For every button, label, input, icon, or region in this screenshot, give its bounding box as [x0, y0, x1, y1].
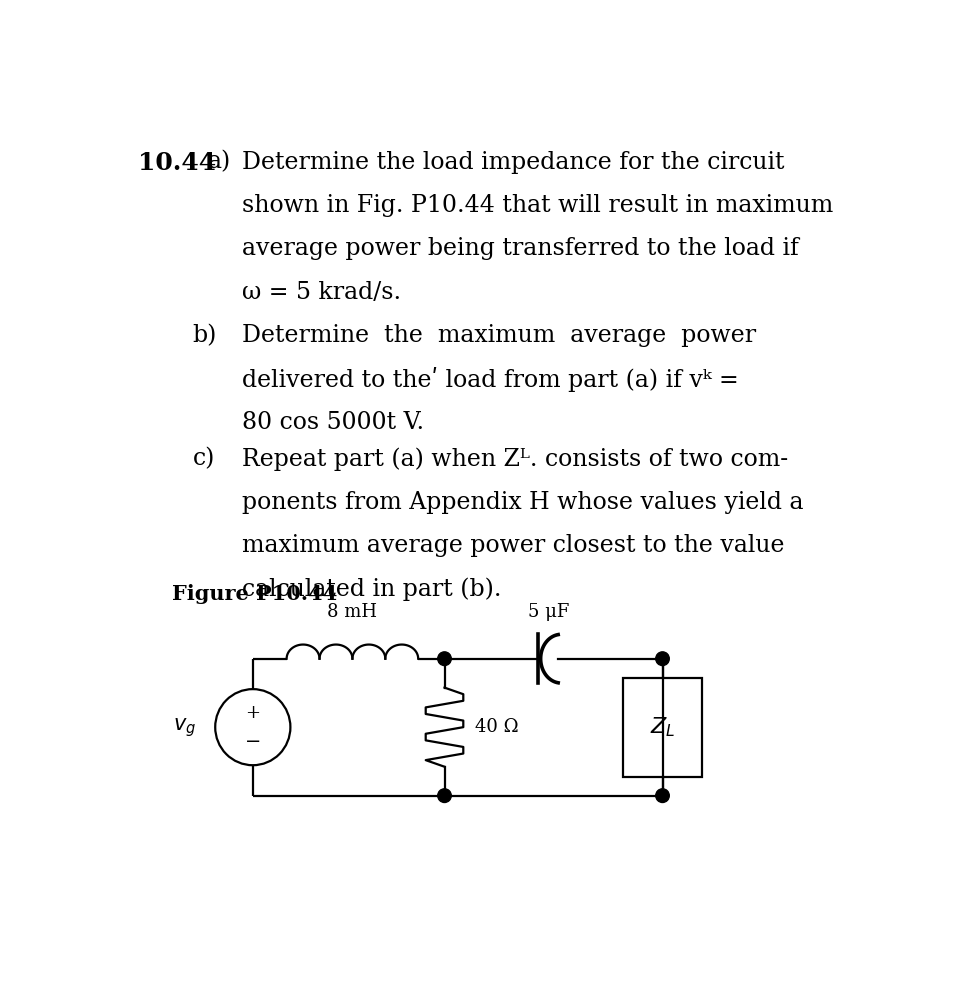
Text: Figure P10.44: Figure P10.44 [172, 584, 337, 604]
Circle shape [437, 788, 451, 802]
Text: 5 μF: 5 μF [527, 603, 569, 620]
Text: $v_g$: $v_g$ [173, 715, 196, 739]
Text: 8 mH: 8 mH [328, 604, 377, 621]
Text: 80 cos 5000t V.: 80 cos 5000t V. [241, 411, 423, 434]
Text: c): c) [193, 448, 215, 470]
Text: Determine the load impedance for the circuit: Determine the load impedance for the cir… [241, 150, 783, 174]
Text: b): b) [193, 324, 217, 347]
Text: 40 Ω: 40 Ω [474, 718, 517, 736]
Text: a): a) [207, 150, 231, 174]
Text: Determine  the  maximum  average  power: Determine the maximum average power [241, 324, 755, 347]
Text: 10.44: 10.44 [138, 150, 216, 175]
Text: Repeat part (a) when Zᴸ. consists of two com-: Repeat part (a) when Zᴸ. consists of two… [241, 448, 787, 470]
Text: delivered to theʹ load from part (a) if vᵏ =: delivered to theʹ load from part (a) if … [241, 368, 737, 392]
Text: shown in Fig. P10.44 that will result in maximum: shown in Fig. P10.44 that will result in… [241, 194, 832, 217]
Text: ponents from Appendix H whose values yield a: ponents from Appendix H whose values yie… [241, 491, 802, 514]
Bar [622, 678, 702, 777]
Circle shape [655, 788, 669, 802]
Text: $Z_L$: $Z_L$ [649, 715, 674, 739]
Text: +: + [245, 703, 260, 721]
Circle shape [437, 652, 451, 666]
Text: calculated in part (b).: calculated in part (b). [241, 577, 501, 601]
Text: maximum average power closest to the value: maximum average power closest to the val… [241, 534, 783, 557]
Text: average power being transferred to the load if: average power being transferred to the l… [241, 237, 797, 260]
Text: −: − [244, 733, 261, 751]
Circle shape [655, 652, 669, 666]
Text: ω = 5 krad/s.: ω = 5 krad/s. [241, 281, 400, 303]
